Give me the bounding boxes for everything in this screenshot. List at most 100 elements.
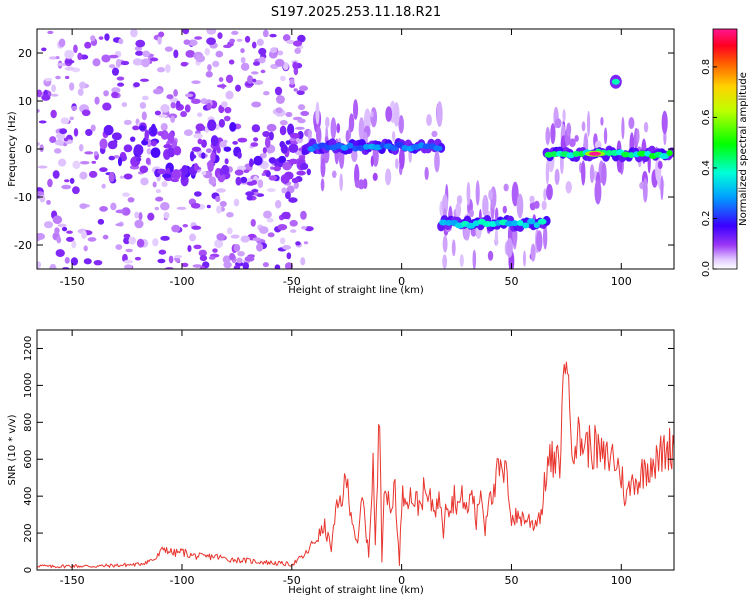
spectrogram-cell bbox=[398, 115, 404, 134]
spectrogram-cell bbox=[434, 150, 440, 173]
spectrogram-cell bbox=[90, 35, 96, 42]
spectrogram-cell bbox=[542, 224, 548, 250]
colorbar-label: Normalized spectral amplitude bbox=[738, 72, 749, 226]
spectrogram-cell bbox=[41, 47, 47, 52]
snr-y-tick-label: 400 bbox=[23, 487, 34, 506]
spectrogram-cell bbox=[113, 155, 120, 159]
spectrogram-cell bbox=[84, 41, 92, 49]
spectrogram-cell bbox=[37, 261, 42, 269]
spectrogram-x-axis-label: Height of straight line (km) bbox=[288, 285, 424, 296]
spectrogram-x-tick-label: 0 bbox=[398, 275, 405, 288]
spectrogram-cell bbox=[97, 218, 105, 225]
spectrogram-cell bbox=[543, 188, 547, 201]
spectrogram-cell bbox=[93, 259, 103, 266]
spectrogram-cell bbox=[289, 132, 300, 139]
spectrogram-cell bbox=[273, 165, 281, 172]
spectrogram-cell bbox=[123, 233, 131, 239]
spectrogram-cell bbox=[294, 47, 302, 55]
spectrogram-cell bbox=[657, 160, 663, 170]
spectrogram-cell bbox=[661, 110, 668, 135]
spectrogram-cell bbox=[64, 66, 75, 71]
spectrogram-cell bbox=[64, 256, 70, 264]
colorbar-tick-label: 0.0 bbox=[701, 261, 712, 277]
snr-y-tick-label: 0 bbox=[23, 567, 34, 573]
spectrogram-cell bbox=[120, 60, 130, 66]
spectrogram-cell bbox=[250, 219, 256, 227]
spectrogram-cell bbox=[199, 266, 206, 269]
spectrogram-cell bbox=[278, 155, 287, 164]
spectrogram-cell bbox=[240, 48, 245, 54]
snr-y-tick-label: 600 bbox=[23, 450, 34, 469]
spectrogram-cell bbox=[256, 243, 264, 252]
spectrogram-cell bbox=[286, 252, 292, 260]
spectrogram-cell bbox=[257, 179, 264, 189]
spectrogram-cell bbox=[132, 125, 140, 131]
spectrogram-cell bbox=[81, 230, 87, 240]
spectrogram-cell bbox=[339, 173, 343, 192]
spectrogram-cell bbox=[581, 160, 586, 186]
spectrogram-cell bbox=[628, 152, 635, 159]
spectrogram-cell bbox=[55, 55, 60, 60]
spectrogram-cell bbox=[176, 206, 187, 210]
spectrogram-cell bbox=[395, 141, 404, 148]
spectrogram-cell bbox=[72, 160, 81, 169]
spectrogram-cell bbox=[300, 162, 309, 170]
spectrogram-cell bbox=[233, 244, 241, 252]
spectrogram-cell bbox=[475, 180, 480, 206]
spectrogram-cell bbox=[181, 262, 189, 268]
spectrogram-cell bbox=[71, 240, 77, 249]
spectrogram-cell bbox=[320, 178, 325, 192]
spectrogram-cell bbox=[488, 189, 493, 201]
spectrogram-cell bbox=[77, 52, 83, 61]
spectrogram-cell bbox=[289, 137, 296, 142]
spectrogram-cell bbox=[282, 161, 292, 171]
spectrogram-cell bbox=[167, 147, 176, 158]
spectrogram-cell bbox=[260, 69, 266, 74]
snr-y-axis-label: SNR (10 * v/v) bbox=[7, 414, 18, 485]
spectrogram-cell bbox=[246, 195, 253, 201]
spectrogram-cell bbox=[132, 58, 143, 66]
snr-x-tick-label: -50 bbox=[283, 574, 301, 587]
spectrogram-cell bbox=[554, 118, 562, 129]
spectrogram-cell bbox=[87, 237, 97, 242]
spectrogram-cell bbox=[346, 142, 354, 149]
spectrogram-cell bbox=[122, 192, 130, 197]
spectrogram-cell bbox=[134, 256, 142, 261]
spectrogram-cell bbox=[216, 205, 222, 214]
spectrogram-cell bbox=[216, 188, 226, 193]
spectrogram-cell bbox=[244, 255, 255, 262]
spectrogram-cell bbox=[57, 62, 67, 67]
spectrogram-cell bbox=[102, 102, 112, 111]
spectrogram-cell bbox=[157, 168, 167, 175]
spectrogram-cell bbox=[195, 123, 205, 132]
spectrogram-cell bbox=[53, 148, 62, 154]
spectrogram-cell bbox=[363, 143, 370, 150]
spectrogram-cell bbox=[566, 122, 572, 137]
spectrogram-cell bbox=[118, 38, 124, 45]
spectrogram-cell bbox=[274, 86, 283, 96]
spectrogram-cell bbox=[232, 140, 238, 145]
spectrogram-cell bbox=[589, 164, 595, 184]
spectrogram-cell bbox=[138, 212, 143, 221]
spectrogram-cell bbox=[104, 33, 110, 41]
snr-x-axis-label: Height of straight line (km) bbox=[288, 585, 424, 596]
spectrogram-cell bbox=[274, 199, 282, 209]
spectrogram-cell bbox=[123, 119, 132, 126]
spectrogram-cell bbox=[189, 233, 197, 242]
spectrogram-cell bbox=[59, 128, 68, 135]
spectrogram-cell bbox=[91, 160, 97, 164]
spectrogram-cell bbox=[58, 38, 66, 48]
spectrogram-cell bbox=[37, 232, 42, 242]
spectrogram-cell bbox=[60, 117, 70, 125]
spectrogram-cell bbox=[268, 175, 278, 181]
colorbar-gradient bbox=[712, 28, 738, 270]
spectrogram-cell bbox=[391, 130, 396, 142]
spectrogram-cell bbox=[297, 118, 306, 124]
spectrogram-cell bbox=[436, 101, 443, 128]
spectrogram-cell bbox=[290, 229, 297, 233]
spectrogram-cell bbox=[160, 202, 170, 211]
spectrogram-cell bbox=[193, 133, 203, 139]
spectrogram-cell bbox=[157, 35, 162, 45]
spectrogram-cell bbox=[163, 144, 173, 149]
spectrogram-cell bbox=[212, 60, 220, 68]
